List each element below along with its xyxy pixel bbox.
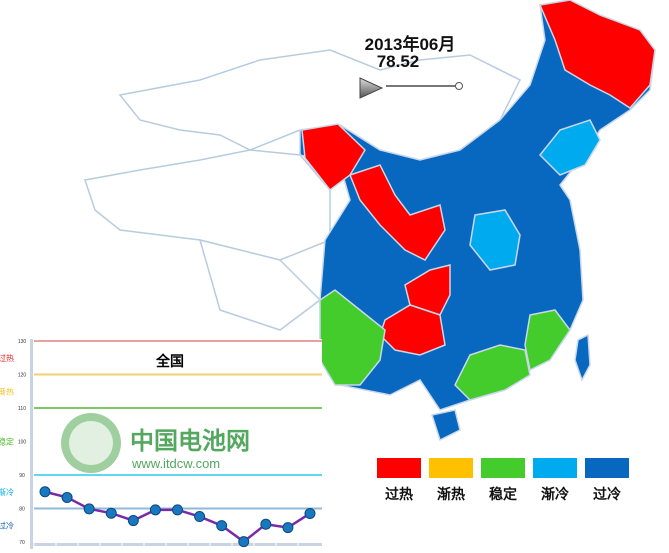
data-point (238, 536, 250, 548)
legend-label: 稳定 (489, 486, 517, 502)
band-label: 过热 (0, 353, 14, 363)
legend-swatch (585, 458, 629, 478)
region-gansu[interactable] (349, 164, 446, 261)
data-point (282, 522, 294, 534)
legend-label: 过冷 (593, 486, 621, 502)
region-heilongjiang[interactable] (538, 0, 656, 109)
watermark-url: www.itdcw.com (131, 456, 220, 471)
data-point (194, 511, 206, 523)
data-point (216, 520, 228, 532)
y-tick-label: 120 (18, 373, 27, 379)
band-label: 过冷 (0, 520, 14, 530)
index-value: 78.52 (376, 52, 420, 71)
legend-item: 渐冷 (533, 458, 577, 504)
x-axis (30, 543, 322, 546)
y-tick-label: 70 (19, 540, 25, 546)
y-axis (30, 339, 33, 549)
date-label: 2013年06月 (364, 35, 456, 54)
region-fujian[interactable] (524, 309, 571, 372)
data-point (61, 491, 73, 503)
band-label: 渐冷 (0, 487, 14, 497)
slider-handle[interactable] (455, 82, 463, 90)
legend-swatch (429, 458, 473, 478)
legend-swatch (377, 458, 421, 478)
legend-item: 渐热 (429, 458, 473, 504)
y-tick-label: 110 (18, 406, 26, 412)
region-taiwan[interactable] (574, 333, 591, 382)
y-tick-label: 90 (19, 473, 25, 479)
legend-item: 过冷 (585, 458, 629, 504)
chart-title: 全国 (155, 353, 184, 369)
play-icon[interactable] (359, 77, 384, 99)
y-tick-label: 80 (19, 507, 25, 513)
data-point (39, 486, 51, 498)
y-tick-label: 130 (18, 339, 27, 345)
data-point (172, 504, 183, 516)
legend-swatch (533, 458, 577, 478)
time-slider[interactable] (358, 76, 468, 100)
neighbor-countries (84, 49, 522, 331)
region-guangdong[interactable] (454, 344, 531, 401)
y-tick-label: 100 (18, 440, 27, 446)
legend-label: 渐热 (437, 486, 465, 502)
data-point (304, 507, 316, 519)
band-label: 稳定 (0, 437, 14, 447)
legend-label: 过热 (385, 486, 413, 502)
legend-swatch (481, 458, 525, 478)
band-label: 渐热 (0, 386, 14, 396)
region-hainan[interactable] (431, 409, 461, 442)
legend-label: 渐冷 (541, 486, 569, 502)
legend-item: 过热 (377, 458, 421, 504)
region-jilin[interactable] (538, 119, 601, 176)
data-point (260, 518, 272, 530)
region-shanxi[interactable] (469, 209, 521, 271)
legend: 过热 渐热 稳定 渐冷 过冷 (377, 458, 629, 504)
data-point (83, 503, 95, 515)
data-point (149, 504, 161, 516)
watermark-logo: 中国电池网 www.itdcw.com (61, 413, 250, 473)
data-point (127, 515, 139, 527)
watermark-name: 中国电池网 (130, 428, 250, 455)
legend-item: 稳定 (481, 458, 525, 504)
data-point (105, 507, 117, 519)
region-yunnan[interactable] (319, 289, 386, 386)
